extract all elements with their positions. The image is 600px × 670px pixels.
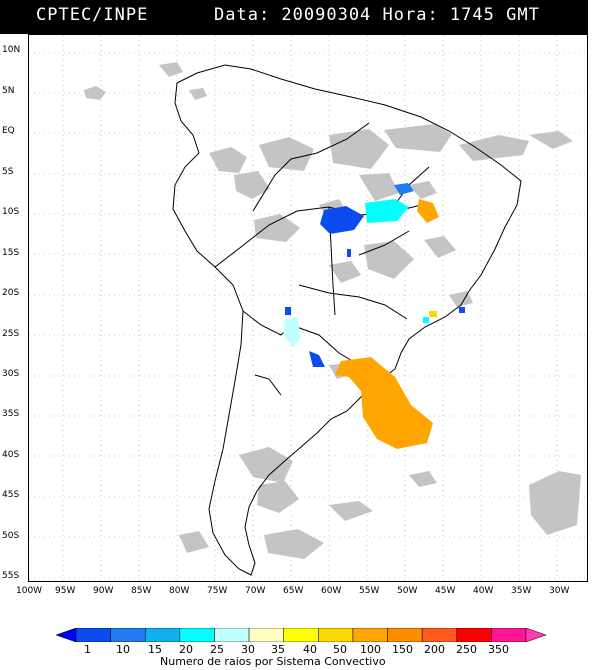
lightning-clusters [283, 183, 465, 449]
colorbar-tick: 40 [303, 643, 317, 656]
colorbar-tick: 15 [148, 643, 162, 656]
lon-label: 100W [16, 586, 43, 596]
colorbar-cell [352, 628, 388, 642]
lat-label: EQ [2, 126, 15, 136]
colorbar-tick: 35 [271, 643, 285, 656]
lat-label: 5N [2, 86, 15, 96]
lon-label: 75W [207, 586, 228, 596]
colorbar-cell [110, 628, 146, 642]
lon-label: 55W [359, 586, 380, 596]
colorbar-cell [421, 628, 458, 642]
colorbar-tick: 100 [360, 643, 381, 656]
colorbar-cell [456, 628, 492, 642]
lon-label: 70W [245, 586, 266, 596]
colorbar-cell [248, 628, 284, 642]
colorbar-cell [56, 628, 77, 642]
lat-label: 10S [2, 207, 20, 217]
colorbar-tick: 20 [179, 643, 193, 656]
lon-label: 85W [131, 586, 152, 596]
colorbar-tick: 1 [84, 643, 91, 656]
colorbar-tick: 250 [456, 643, 477, 656]
colorbar-tick: 150 [392, 643, 413, 656]
lon-label: 95W [55, 586, 76, 596]
lat-label: 30S [2, 369, 20, 379]
colorbar-cell [214, 628, 250, 642]
colorbar-cell [491, 628, 527, 642]
lat-label: 55S [2, 571, 20, 581]
lon-label: 50W [397, 586, 418, 596]
lon-label: 90W [93, 586, 114, 596]
lat-label: 25S [2, 329, 20, 339]
colorbar-cell [144, 628, 181, 642]
colorbar-cell [283, 628, 319, 642]
lat-label: 40S [2, 450, 20, 460]
map-header: CPTEC/INPE Data: 20090304 Hora: 1745 GMT [0, 0, 588, 34]
lat-label: 10N [2, 45, 21, 55]
lat-label: 50S [2, 531, 20, 541]
colorbar-title: Numero de raios por Sistema Convectivo [160, 655, 386, 668]
datetime-label: Data: 20090304 Hora: 1745 GMT [214, 5, 540, 25]
colorbar-cell [75, 628, 111, 642]
lat-label: 5S [2, 167, 14, 177]
colorbar-tick: 30 [241, 643, 255, 656]
map-panel [28, 34, 588, 582]
lat-label: 45S [2, 490, 20, 500]
colorbar-tick: 200 [424, 643, 445, 656]
colorbar-cell [387, 628, 423, 642]
colorbar-tick: 350 [488, 643, 509, 656]
colorbar-cell [179, 628, 215, 642]
lon-label: 65W [283, 586, 304, 596]
colorbar-tick: 25 [210, 643, 224, 656]
lon-label: 40W [473, 586, 494, 596]
colorbar-tick: 50 [333, 643, 347, 656]
lon-label: 45W [435, 586, 456, 596]
colorbar-cell [525, 628, 546, 642]
graticule [29, 35, 587, 581]
map-canvas [29, 35, 587, 581]
source-label: CPTEC/INPE [36, 5, 149, 25]
lat-label: 15S [2, 248, 20, 258]
lon-label: 80W [169, 586, 190, 596]
lon-label: 35W [511, 586, 532, 596]
cloud-imagery [84, 62, 581, 559]
lat-label: 20S [2, 288, 20, 298]
lon-label: 60W [321, 586, 342, 596]
lon-label: 30W [549, 586, 570, 596]
colorbar [56, 628, 546, 642]
colorbar-tick: 10 [116, 643, 130, 656]
lat-label: 35S [2, 409, 20, 419]
colorbar-cell [318, 628, 354, 642]
